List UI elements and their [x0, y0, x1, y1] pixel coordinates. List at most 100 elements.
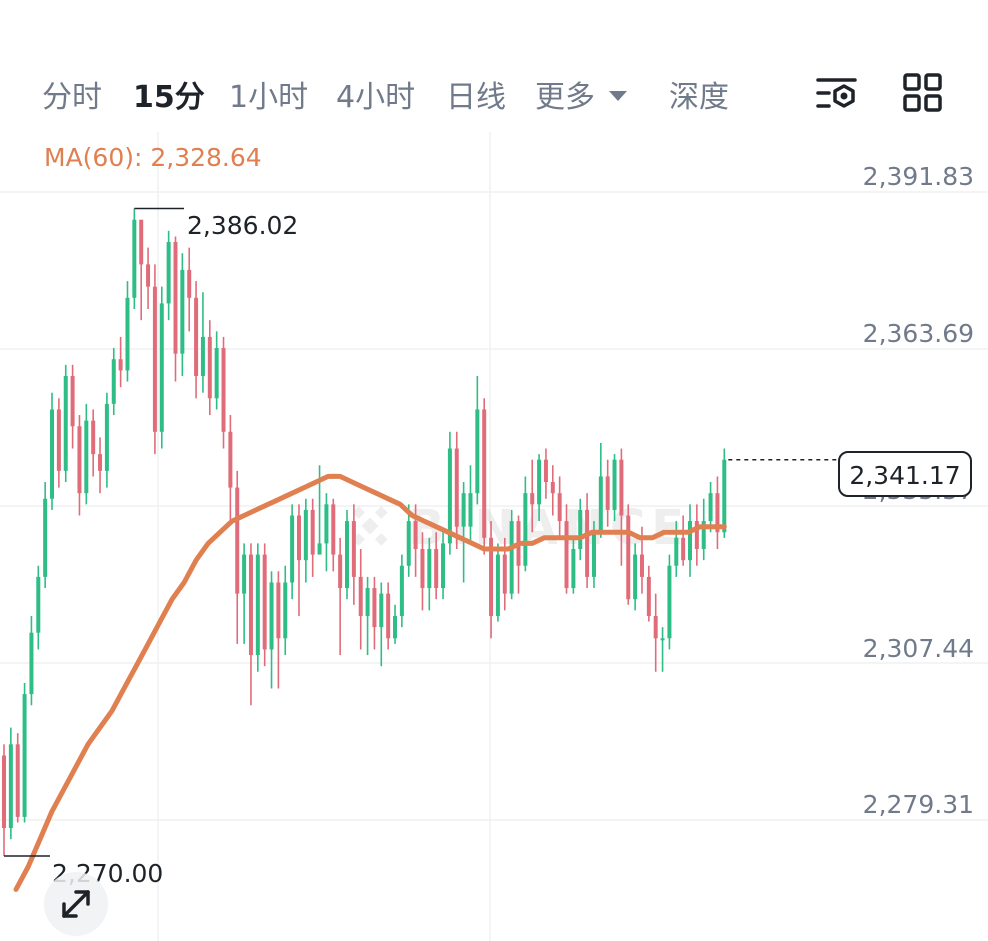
candle-up: [722, 459, 727, 533]
candle-down: [639, 554, 644, 577]
candle-down: [139, 219, 144, 265]
candle-down: [338, 554, 343, 589]
current-price-badge[interactable]: 2,341.17: [838, 451, 972, 497]
tab-depth[interactable]: 深度: [669, 80, 729, 115]
candle-up: [50, 409, 55, 499]
candle-up: [111, 359, 116, 404]
candle-down: [372, 588, 377, 628]
candle-up: [598, 476, 603, 533]
candle-up: [427, 548, 432, 589]
candle-down: [2, 755, 6, 829]
candle-up: [591, 532, 596, 577]
candle-up: [22, 694, 27, 817]
grid-layout-button[interactable]: [900, 70, 946, 116]
ma60-line: [13, 473, 727, 892]
y-axis-label: 2,391.83: [862, 162, 974, 191]
candle-down: [310, 509, 315, 555]
candle-up: [180, 269, 185, 354]
candle-down: [413, 521, 418, 549]
candle-down: [77, 426, 82, 494]
candle-down: [228, 431, 233, 488]
candle-up: [43, 498, 48, 577]
candle-down: [502, 554, 507, 594]
candle-up: [701, 521, 706, 549]
candle-up: [255, 554, 260, 656]
candle-up: [447, 448, 452, 544]
candle-down: [152, 286, 157, 432]
y-axis-label: 2,363.69: [862, 319, 974, 348]
candle-up: [200, 336, 205, 376]
candle-up: [509, 521, 514, 594]
candle-up: [571, 548, 576, 589]
candle-down: [543, 459, 548, 483]
chart-grid: [0, 132, 988, 941]
candle-down: [296, 515, 301, 561]
candle-up: [578, 509, 583, 549]
candle-up: [393, 615, 398, 639]
candle-down: [15, 744, 20, 817]
candle-up: [125, 297, 130, 371]
candle-up: [441, 543, 446, 589]
candle-up: [36, 576, 41, 633]
candle-down: [56, 409, 61, 471]
candle-down: [70, 375, 75, 427]
candle-up: [475, 409, 480, 494]
candle-up: [345, 521, 349, 589]
candle-down: [331, 504, 336, 555]
candle-up: [399, 565, 404, 616]
candle-down: [694, 521, 699, 549]
y-axis-label: 2,307.44: [862, 634, 974, 663]
candle-down: [681, 537, 686, 561]
candle-up: [688, 521, 692, 561]
candle-up: [461, 493, 466, 527]
candle-down: [146, 264, 151, 287]
candle-down: [207, 336, 212, 399]
candle-down: [173, 242, 178, 354]
candle-up: [660, 638, 665, 641]
candle-up: [8, 744, 13, 829]
candle-up: [523, 493, 528, 566]
candle-up: [84, 420, 89, 494]
candle-down: [605, 476, 610, 510]
ma60-label: MA(60): 2,328.64: [44, 143, 262, 172]
candle-down: [715, 493, 720, 533]
candle-up: [468, 493, 473, 527]
chart-settings-button[interactable]: [815, 70, 861, 116]
candle-down: [434, 548, 439, 589]
candle-up: [612, 459, 617, 510]
candle-down: [262, 554, 267, 650]
candle-down: [98, 454, 103, 471]
candle-down: [550, 482, 555, 494]
tab-4h[interactable]: 4小时: [336, 80, 416, 115]
candle-up: [290, 515, 295, 583]
candle-up: [29, 632, 34, 695]
candle-down: [482, 409, 487, 538]
candle-up: [379, 593, 384, 628]
candle-up: [166, 242, 171, 304]
chevron-down-icon: [609, 90, 627, 101]
candle-up: [674, 537, 679, 566]
tab-15m[interactable]: 15分: [133, 80, 205, 115]
candle-down: [557, 493, 562, 522]
grid-layout-icon: [903, 73, 942, 112]
candle-down: [530, 493, 535, 505]
candle-down: [653, 615, 658, 639]
tab-daily[interactable]: 日线: [446, 80, 506, 115]
candle-down: [454, 448, 459, 527]
candle-down: [420, 548, 425, 589]
tab-1h[interactable]: 1小时: [229, 80, 309, 115]
candle-up: [495, 554, 500, 616]
candle-down: [585, 509, 590, 577]
tab-more[interactable]: 更多: [535, 72, 627, 116]
fullscreen-button[interactable]: [44, 872, 108, 936]
candle-down: [351, 521, 356, 577]
candle-up: [269, 582, 274, 650]
candle-down: [118, 359, 123, 371]
candle-down: [235, 487, 240, 594]
candle-up: [214, 348, 219, 399]
tab-time-share[interactable]: 分时: [42, 80, 102, 115]
candle-down: [358, 576, 363, 616]
candle-down: [248, 554, 253, 656]
candle-down: [194, 297, 199, 376]
